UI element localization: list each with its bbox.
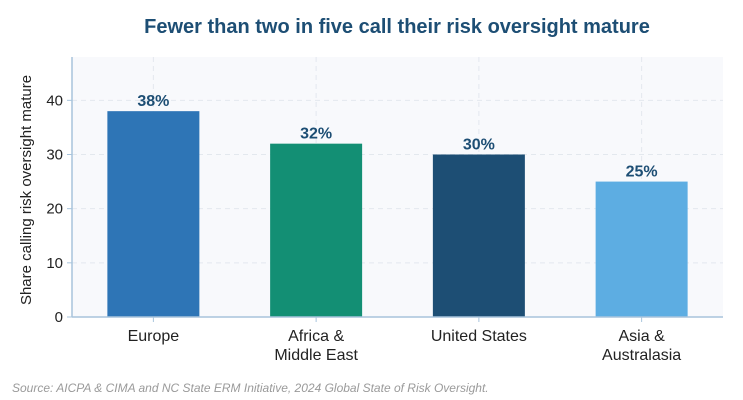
y-tick-label-1: 10 [46, 255, 63, 272]
data-label-0: 38% [137, 93, 169, 110]
bar-0 [107, 111, 200, 318]
chart-title: Fewer than two in five call their risk o… [144, 16, 650, 38]
y-tick-label-0: 0 [55, 309, 63, 326]
data-label-3: 25% [626, 164, 658, 181]
y-axis-label: Share calling risk oversight mature [18, 75, 35, 305]
bar-2 [432, 154, 525, 317]
bar-3 [595, 181, 688, 317]
data-label-2: 30% [463, 137, 495, 154]
x-tick-label-2: United States [431, 328, 527, 345]
bars [107, 111, 688, 318]
x-tick-labels: Europe Africa & Middle East United States As… [128, 317, 681, 364]
data-labels: 38% 32% 30% 25% [137, 93, 657, 180]
y-tick-labels: 0 10 20 30 40 [46, 92, 72, 326]
x-tick-label-1: Africa & Middle East [274, 328, 358, 364]
y-tick-label-2: 20 [46, 201, 63, 218]
x-tick-label-0: Europe [128, 328, 180, 345]
x-tick-label-3: Asia & Australasia [602, 328, 681, 364]
data-label-1: 32% [300, 126, 332, 143]
source-note: Source: AICPA & CIMA and NC State ERM In… [12, 381, 489, 395]
y-tick-label-3: 30 [46, 147, 63, 164]
bar-1 [270, 143, 363, 317]
y-tick-label-4: 40 [46, 92, 63, 109]
